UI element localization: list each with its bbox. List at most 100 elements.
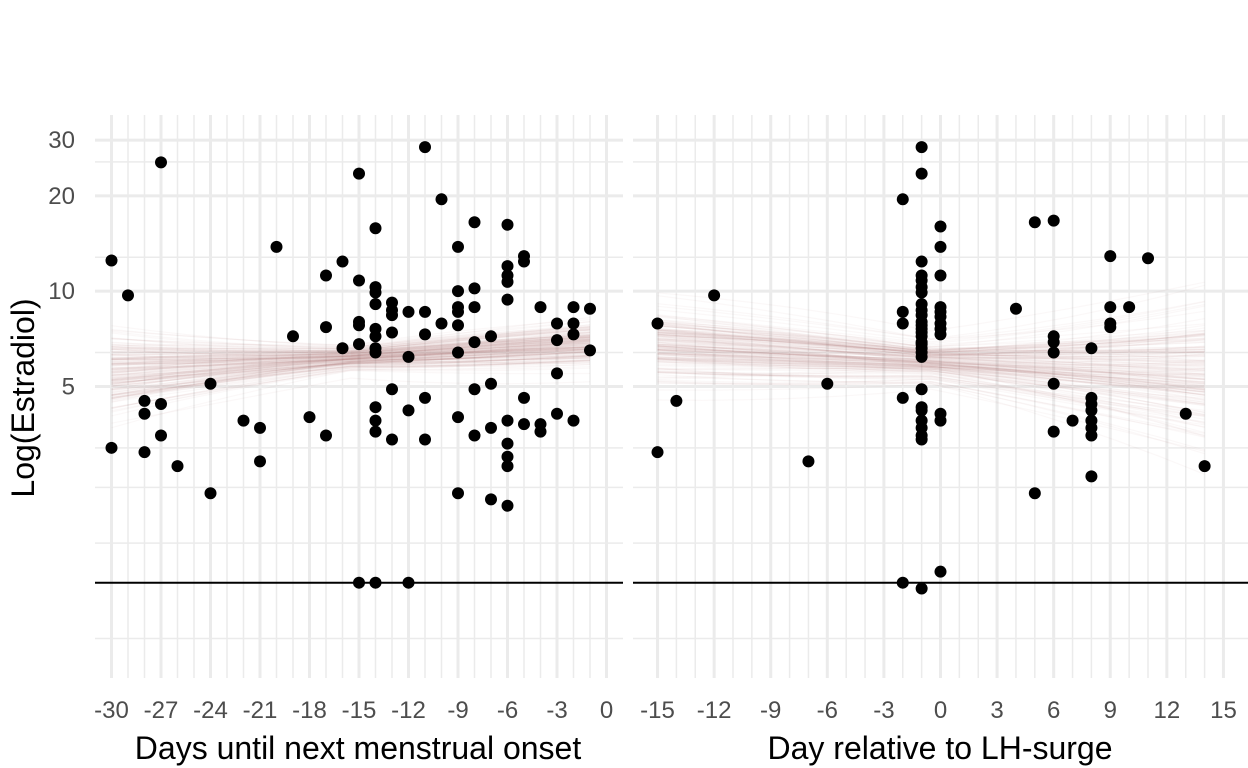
model-trajectory bbox=[111, 334, 591, 351]
data-point bbox=[320, 429, 332, 442]
x-tick-label: -6 bbox=[817, 697, 838, 724]
model-trajectory bbox=[111, 360, 591, 410]
data-point bbox=[468, 336, 481, 349]
model-trajectory bbox=[657, 349, 1205, 377]
model-trajectory bbox=[657, 322, 1205, 351]
model-trajectory bbox=[111, 348, 591, 396]
model-trajectory bbox=[657, 345, 1205, 364]
data-point bbox=[821, 377, 834, 390]
model-trajectory bbox=[111, 336, 591, 361]
model-trajectory bbox=[657, 315, 1205, 352]
model-trajectory bbox=[657, 323, 1205, 367]
model-trajectory bbox=[111, 360, 591, 402]
model-trajectory bbox=[111, 347, 591, 360]
model-trajectory bbox=[657, 343, 1205, 393]
x-tick-label: 12 bbox=[1154, 697, 1181, 724]
model-trajectory bbox=[657, 345, 1205, 366]
model-trajectory bbox=[657, 358, 1205, 418]
model-trajectory bbox=[657, 360, 1205, 405]
model-trajectory bbox=[111, 343, 591, 374]
model-trajectory bbox=[657, 335, 1205, 393]
model-trajectory bbox=[657, 358, 1205, 416]
data-point bbox=[501, 499, 514, 512]
data-point bbox=[1047, 425, 1060, 438]
data-point bbox=[915, 383, 928, 396]
y-tick-label: 20 bbox=[48, 183, 75, 210]
model-trajectory bbox=[657, 342, 1205, 388]
model-trajectory bbox=[657, 346, 1205, 371]
model-trajectories bbox=[111, 316, 591, 429]
model-trajectory bbox=[657, 360, 1205, 378]
model-trajectory bbox=[111, 338, 591, 365]
x-tick-label: -12 bbox=[391, 697, 426, 724]
model-trajectory bbox=[657, 344, 1205, 371]
model-trajectory bbox=[111, 336, 591, 379]
model-trajectory bbox=[657, 352, 1205, 405]
model-trajectory bbox=[111, 346, 591, 380]
model-trajectory bbox=[111, 348, 591, 384]
data-point bbox=[915, 350, 928, 363]
x-tick-label: -3 bbox=[873, 697, 894, 724]
model-trajectory bbox=[657, 352, 1205, 387]
model-trajectory bbox=[657, 346, 1205, 398]
data-point bbox=[320, 269, 332, 282]
x-tick-label: -21 bbox=[243, 697, 278, 724]
data-point bbox=[1028, 216, 1041, 229]
model-trajectory bbox=[657, 332, 1205, 375]
model-trajectory bbox=[657, 339, 1205, 356]
model-trajectory bbox=[657, 378, 1205, 417]
data-point bbox=[468, 282, 481, 295]
model-trajectory bbox=[657, 355, 1205, 372]
model-trajectory bbox=[111, 342, 591, 380]
model-trajectory bbox=[657, 335, 1205, 359]
model-trajectory bbox=[657, 281, 1205, 332]
model-trajectory bbox=[111, 348, 591, 382]
model-trajectory bbox=[111, 356, 591, 400]
data-point bbox=[915, 141, 928, 154]
data-point bbox=[485, 377, 497, 390]
data-points bbox=[651, 141, 1211, 595]
data-point bbox=[567, 328, 580, 341]
model-trajectory bbox=[111, 326, 591, 350]
model-trajectory bbox=[111, 346, 591, 377]
model-trajectory bbox=[657, 339, 1205, 356]
model-trajectory bbox=[111, 327, 591, 350]
model-trajectory bbox=[111, 338, 591, 371]
data-point bbox=[155, 398, 167, 411]
data-point bbox=[518, 391, 530, 404]
model-trajectory bbox=[657, 325, 1205, 353]
model-trajectory bbox=[111, 334, 591, 360]
model-trajectory bbox=[657, 357, 1205, 413]
data-point bbox=[402, 305, 415, 318]
model-trajectory bbox=[657, 319, 1205, 362]
model-trajectory bbox=[111, 339, 591, 363]
model-trajectory bbox=[111, 340, 591, 382]
model-trajectory bbox=[111, 360, 591, 383]
model-trajectory bbox=[657, 370, 1205, 411]
data-point bbox=[369, 576, 382, 589]
model-trajectory bbox=[111, 336, 591, 353]
model-trajectory bbox=[657, 349, 1205, 380]
model-trajectory bbox=[111, 340, 591, 364]
model-trajectory bbox=[111, 336, 591, 360]
data-point bbox=[896, 576, 909, 589]
model-trajectory bbox=[657, 358, 1205, 416]
model-trajectory bbox=[111, 342, 591, 359]
model-trajectory bbox=[657, 371, 1205, 399]
data-point bbox=[270, 240, 283, 253]
data-point bbox=[254, 421, 266, 434]
model-trajectory bbox=[111, 345, 591, 370]
data-point bbox=[386, 326, 398, 339]
model-trajectory bbox=[111, 363, 591, 409]
model-trajectory bbox=[657, 333, 1205, 353]
model-trajectory bbox=[657, 333, 1205, 380]
model-trajectory bbox=[111, 361, 591, 409]
data-point bbox=[485, 493, 497, 506]
model-trajectory bbox=[111, 337, 591, 359]
data-point bbox=[934, 269, 947, 282]
model-trajectory bbox=[111, 348, 591, 376]
model-trajectory bbox=[657, 324, 1205, 351]
model-trajectory bbox=[111, 359, 591, 385]
model-trajectory bbox=[111, 348, 591, 385]
model-trajectory bbox=[111, 339, 591, 382]
